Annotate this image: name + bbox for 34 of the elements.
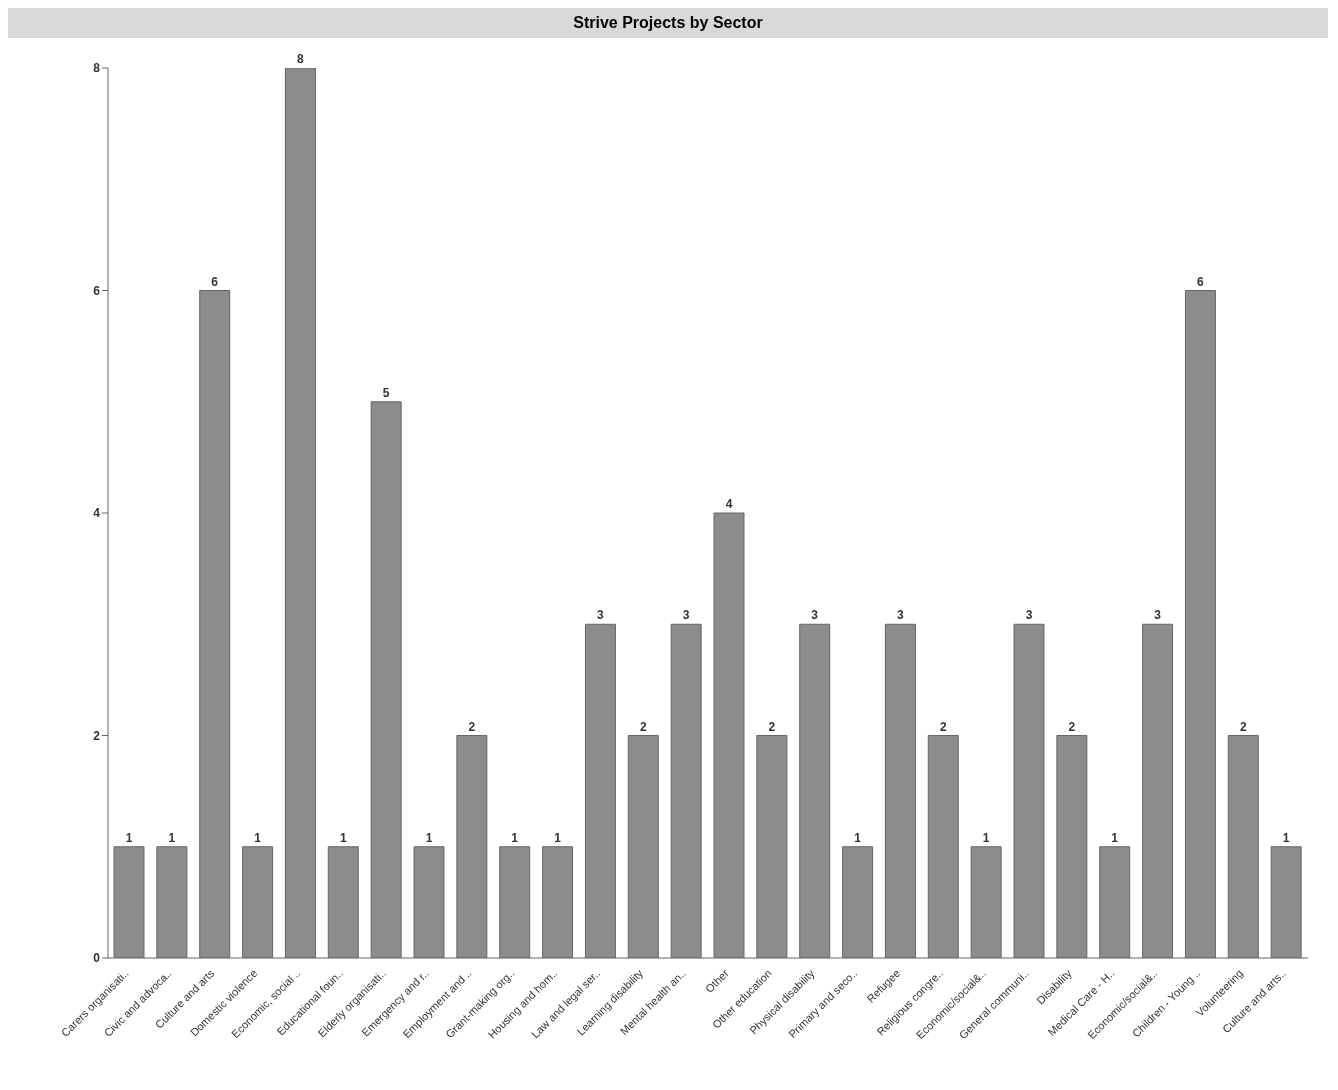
y-tick-label: 8 xyxy=(93,61,101,76)
data-label: 1 xyxy=(125,830,133,845)
data-label: 1 xyxy=(168,830,176,845)
data-label: 8 xyxy=(297,52,305,66)
data-label: 2 xyxy=(768,719,776,734)
y-tick-label: 2 xyxy=(93,728,101,743)
y-tick-label: 6 xyxy=(93,283,101,298)
y-tick-label: 0 xyxy=(93,951,101,966)
data-label: 1 xyxy=(425,830,433,845)
data-label: 2 xyxy=(1068,719,1076,734)
data-label: 1 xyxy=(982,830,990,845)
data-label: 3 xyxy=(682,608,690,623)
data-label: 1 xyxy=(339,830,347,845)
data-label: 2 xyxy=(1239,719,1247,734)
data-label: 2 xyxy=(639,719,647,734)
data-label: 1 xyxy=(554,830,562,845)
data-label: 1 xyxy=(511,830,519,845)
data-label: 2 xyxy=(939,719,947,734)
data-label: 1 xyxy=(1111,830,1119,845)
data-label: 6 xyxy=(1197,274,1205,289)
y-tick-label: 4 xyxy=(93,506,101,521)
data-label: 4 xyxy=(725,497,733,511)
data-label: 6 xyxy=(211,274,219,289)
data-label: 1 xyxy=(1282,830,1290,845)
data-label: 3 xyxy=(597,608,605,623)
data-label: 3 xyxy=(1154,608,1162,623)
data-label: 1 xyxy=(854,830,862,845)
data-label: 1 xyxy=(254,830,262,845)
data-label: 5 xyxy=(382,385,390,400)
data-label: 3 xyxy=(811,608,819,623)
data-label: 3 xyxy=(897,608,905,623)
data-label: 3 xyxy=(1025,608,1033,623)
data-label: 2 xyxy=(468,719,476,734)
chart-title: Strive Projects by Sector xyxy=(8,8,1328,38)
